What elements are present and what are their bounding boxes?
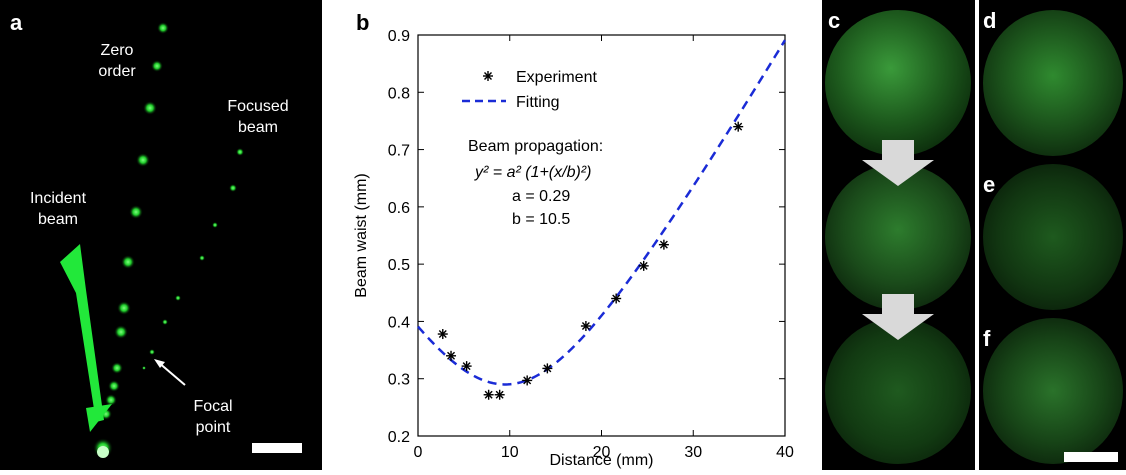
panel-label-a: a	[10, 10, 23, 35]
model-annotation: Beam propagation: y² = a² (1+(x/b)²) a =…	[468, 138, 603, 228]
x-tick-label: 40	[776, 444, 794, 461]
scale-bar-a	[252, 443, 302, 453]
chart-legend: Experiment Fitting	[462, 69, 597, 111]
down-arrow-icon	[862, 294, 934, 340]
down-arrow-icon	[862, 140, 934, 186]
y-tick-label: 0.5	[388, 257, 410, 274]
y-tick-label: 0.3	[388, 372, 410, 389]
legend-experiment-marker	[483, 71, 493, 81]
panel-a-image: a Zero order Focused beam Incident beam Foc…	[0, 0, 322, 470]
experiment-point	[611, 293, 622, 304]
focal-point-pointer	[154, 359, 186, 386]
panel-c-image: c	[822, 0, 975, 470]
experiment-point	[580, 321, 591, 332]
zero-order-spots	[93, 22, 169, 458]
focused-beam-spots	[142, 148, 244, 370]
panel-label-f: f	[983, 326, 991, 351]
x-tick-label: 30	[684, 444, 702, 461]
experiment-point	[733, 121, 744, 132]
legend-fitting-label: Fitting	[516, 94, 560, 111]
annotation-title: Beam propagation:	[468, 138, 603, 155]
experiment-point	[494, 389, 505, 400]
coin-image-2	[825, 164, 971, 310]
x-axis-title: Distance (mm)	[549, 452, 653, 469]
beam-image	[60, 22, 244, 458]
experiment-point	[483, 389, 494, 400]
experiment-point	[446, 350, 457, 361]
experiment-point	[658, 239, 669, 250]
annotation-a: a = 0.29	[512, 188, 570, 205]
panel-divider	[975, 0, 979, 470]
y-tick-label: 0.4	[388, 314, 410, 331]
focused-beam-label: Focused beam	[227, 98, 289, 136]
scale-bar-f	[1064, 452, 1118, 462]
panel-label-b: b	[356, 10, 370, 35]
y-tick-label: 0.8	[388, 85, 410, 102]
focal-point-label: Focal point	[193, 398, 233, 436]
coin-image-d	[983, 10, 1123, 156]
y-tick-label: 0.9	[388, 28, 410, 45]
panel-label-c: c	[828, 8, 841, 33]
zero-order-label: Zero order	[98, 42, 136, 80]
x-tick-label: 10	[501, 444, 519, 461]
y-tick-label: 0.6	[388, 200, 410, 217]
incident-beam-label: Incident beam	[29, 190, 87, 228]
y-axis-title: Beam waist (mm)	[353, 173, 370, 297]
incident-beam-arrow	[60, 244, 112, 432]
annotation-equation: y² = a² (1+(x/b)²)	[474, 164, 591, 181]
experiment-point	[522, 375, 533, 386]
coin-image-3	[825, 318, 971, 464]
y-tick-label: 0.2	[388, 429, 410, 446]
experiment-point	[638, 260, 649, 271]
y-tick-label: 0.7	[388, 143, 410, 160]
experiment-point	[542, 363, 553, 374]
legend-experiment-label: Experiment	[516, 69, 597, 86]
annotation-b: b = 10.5	[512, 211, 570, 228]
experiment-point	[437, 329, 448, 340]
coin-image-1	[825, 10, 971, 156]
panel-label-d: d	[983, 8, 997, 33]
fitting-curve	[417, 39, 787, 386]
coin-image-f	[983, 318, 1123, 464]
beam-waist-chart: 0 10 20 30 40 0.2 0.3 0.4 0.5 0.6 0.7 0.8 0.9 Distanc…	[353, 28, 794, 469]
sequence-arrows	[862, 140, 934, 340]
plot-frame	[417, 34, 786, 437]
x-tick-label: 0	[414, 444, 423, 461]
x-tick-label: 20	[593, 444, 611, 461]
panel-label-e: e	[983, 172, 996, 197]
coin-image-e	[983, 164, 1123, 310]
panel-def-image: d e f	[979, 0, 1126, 470]
experiment-point	[461, 361, 472, 372]
